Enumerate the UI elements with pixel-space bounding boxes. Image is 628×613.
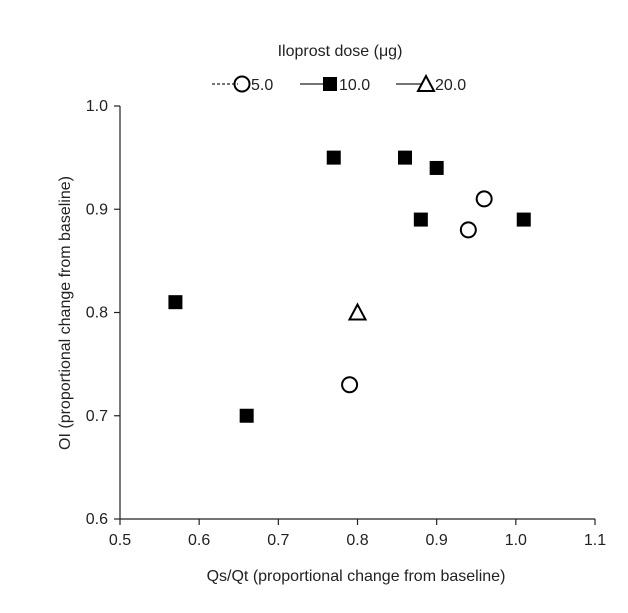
legend-label: 5.0 bbox=[251, 77, 273, 94]
legend-marker-triangle bbox=[416, 73, 436, 92]
y-tick-label: 0.9 bbox=[86, 201, 108, 218]
y-ticks: 0.6 0.7 0.8 0.9 1.0 bbox=[86, 98, 120, 528]
x-tick-label: 0.7 bbox=[267, 532, 289, 549]
y-tick-label: 0.7 bbox=[86, 408, 108, 425]
point-square bbox=[516, 212, 531, 227]
x-tick-label: 0.9 bbox=[426, 532, 448, 549]
y-tick-label: 0.6 bbox=[86, 511, 108, 528]
point-triangle bbox=[347, 302, 368, 321]
legend-label: 10.0 bbox=[339, 77, 370, 94]
point-circle bbox=[459, 221, 477, 239]
legend: Iloprost dose (μg) 5.0 10.0 20.0 bbox=[212, 43, 466, 94]
point-square bbox=[168, 295, 183, 310]
point-circle bbox=[475, 190, 493, 208]
point-square bbox=[398, 150, 412, 165]
legend-item: 5.0 bbox=[212, 75, 273, 94]
x-ticks: 0.5 0.6 0.7 0.8 0.9 1.0 1.1 bbox=[109, 519, 606, 549]
data-points bbox=[168, 150, 531, 423]
x-tick-label: 1.1 bbox=[584, 532, 606, 549]
legend-title: Iloprost dose (μg) bbox=[278, 43, 403, 60]
axes bbox=[119, 106, 595, 520]
legend-item: 20.0 bbox=[396, 73, 466, 94]
y-tick-label: 1.0 bbox=[86, 98, 108, 115]
point-square bbox=[413, 212, 428, 227]
legend-item: 10.0 bbox=[300, 77, 370, 94]
y-axis-label: OI (proportional change from baseline) bbox=[57, 176, 74, 450]
y-tick-label: 0.8 bbox=[86, 305, 108, 322]
x-tick-label: 0.5 bbox=[109, 532, 131, 549]
point-square bbox=[429, 160, 444, 175]
x-tick-label: 0.6 bbox=[188, 532, 210, 549]
x-tick-label: 0.8 bbox=[346, 532, 368, 549]
legend-marker-circle bbox=[233, 75, 251, 93]
point-square bbox=[326, 150, 341, 165]
point-circle bbox=[341, 376, 359, 394]
legend-marker-square bbox=[323, 77, 337, 91]
point-square bbox=[239, 408, 254, 423]
legend-entries: 5.0 10.0 20.0 bbox=[212, 73, 466, 94]
x-tick-label: 1.0 bbox=[505, 532, 527, 549]
legend-label: 20.0 bbox=[435, 77, 466, 94]
x-axis-label: Qs/Qt (proportional change from baseline… bbox=[207, 568, 506, 585]
